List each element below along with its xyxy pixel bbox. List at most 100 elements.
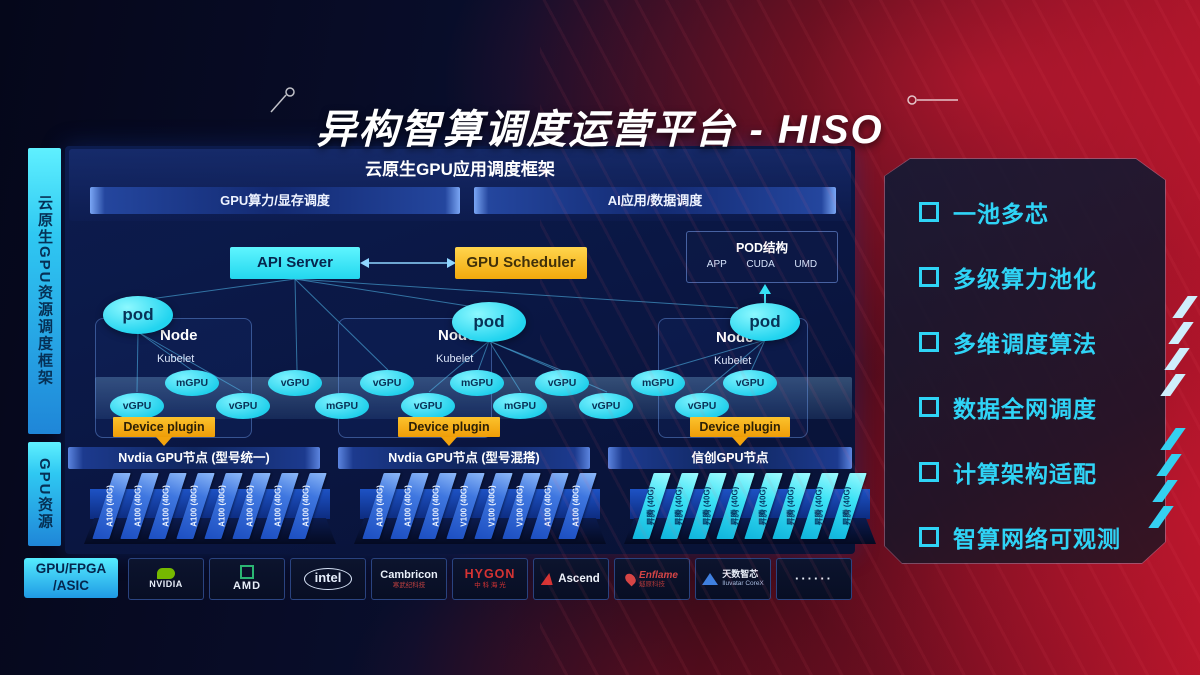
square-bullet-icon: [919, 202, 939, 222]
gpu-card-label: V100 (40G): [515, 485, 525, 527]
ascend-triangle-icon: [541, 573, 556, 585]
features-list: 一池多芯多级算力池化 多维调度算法 数据全网调度 计算架构适配 智算网络可观测: [885, 159, 1165, 563]
vendor-more: ······: [776, 558, 852, 600]
features-panel: 一池多芯多级算力池化 多维调度算法 数据全网调度 计算架构适配 智算网络可观测: [884, 158, 1166, 564]
vendor-nvidia: NVIDIA: [128, 558, 204, 600]
page-title: 异构智算调度运营平台 - HISO: [316, 107, 884, 152]
mgpu-ellipse: mGPU: [165, 370, 219, 396]
vendor-enflame-row: Enflame 燧原科技: [623, 570, 678, 589]
gpu-card-label: A100 (40G): [301, 485, 311, 527]
feature-item: 数据全网调度: [919, 390, 1097, 424]
gpu-node-header-xinchuang: 信创GPU节点: [608, 447, 852, 469]
gpu-card-label: A100 (40G): [543, 485, 553, 527]
vendor-ascend-name: Ascend: [558, 572, 600, 585]
gpu-card-label: 昇腾 (40G): [702, 486, 712, 526]
feature-label: 一池多芯: [953, 201, 1049, 227]
gpu-stack-band-2: [360, 489, 600, 519]
gpu-card-label: V100 (40G): [487, 485, 497, 527]
gpu-card-label: 昇腾 (40G): [730, 486, 740, 526]
feature-item: 多级算力池化: [919, 260, 1097, 294]
gpu-card-label: 昇腾 (40G): [786, 486, 796, 526]
gpu-card-label: 昇腾 (40G): [674, 486, 684, 526]
feature-item: 计算架构适配: [919, 455, 1097, 489]
pod-struct-item: UMD: [794, 259, 818, 270]
vgpu-ellipse: vGPU: [268, 370, 322, 396]
gpu-stack-band-3: [630, 489, 870, 519]
feature-label: 多级算力池化: [953, 266, 1097, 292]
gpu-card-label: V100 (40G): [459, 485, 469, 527]
vendor-nvidia-name: NVIDIA: [149, 579, 183, 590]
pod-ellipse-2: pod: [452, 302, 526, 342]
hardware-types-label: GPU/FPGA /ASIC: [24, 558, 118, 598]
ai-app-data-scheduling-bar: AI应用/数据调度: [474, 187, 836, 214]
feature-label: 计算架构适配: [953, 461, 1097, 487]
kubelet-label-3: Kubelet: [714, 355, 752, 367]
pod-struct-item: APP: [706, 259, 727, 270]
gpu-card-label: A100 (40G): [375, 485, 385, 527]
mgpu-ellipse: mGPU: [631, 370, 685, 396]
feature-item: 多维调度算法: [919, 325, 1097, 359]
gpu-scheduler-box: GPU Scheduler: [455, 247, 587, 279]
vgpu-ellipse: vGPU: [579, 393, 633, 419]
enflame-flame-icon: [623, 571, 638, 587]
feature-label: 多维调度算法: [953, 331, 1097, 357]
square-bullet-icon: [919, 462, 939, 482]
vgpu-ellipse: vGPU: [216, 393, 270, 419]
feature-label: 数据全网调度: [953, 396, 1097, 422]
pod-struct-item: CUDA: [746, 259, 775, 270]
vendor-enflame-text: Enflame 燧原科技: [639, 570, 678, 589]
gpu-card-label: A100 (40G): [403, 485, 413, 527]
vendor-ascend: Ascend: [533, 558, 609, 600]
vendor-cambricon: Cambricon 寒武纪科技: [371, 558, 447, 600]
square-bullet-icon: [919, 527, 939, 547]
square-bullet-icon: [919, 267, 939, 287]
gpu-card-label: 昇腾 (40G): [842, 486, 852, 526]
vendor-iluvatar-subname: Iluvatar CoreX: [722, 580, 764, 588]
gpu-card-label: A100 (40G): [105, 485, 115, 527]
device-plugin-box-3: Device plugin: [690, 417, 790, 446]
vendor-enflame-name: Enflame: [639, 569, 678, 581]
vendor-iluvatar: 天数智芯 Iluvatar CoreX: [695, 558, 771, 600]
vendor-ascend-row: Ascend: [542, 573, 600, 586]
pod-ellipse-1: pod: [103, 296, 173, 334]
mgpu-ellipse: mGPU: [493, 393, 547, 419]
gpu-node-header-uniform: Nvdia GPU节点 (型号统一): [68, 447, 320, 469]
vendor-iluvatar-name: 天数智芯: [722, 569, 759, 580]
vendor-enflame-subname: 燧原科技: [639, 580, 666, 588]
gpu-card-label: 昇腾 (40G): [646, 486, 656, 526]
mgpu-ellipse: mGPU: [315, 393, 369, 419]
app-scheduling-framework-section: 云原生GPU应用调度框架 GPU算力/显存调度 AI应用/数据调度: [69, 149, 851, 221]
square-bullet-icon: [919, 397, 939, 417]
vendor-hygon: HYGON 中 科 海 光: [452, 558, 528, 600]
device-plugin-box-2: Device plugin: [398, 417, 500, 446]
api-server-box: API Server: [230, 247, 360, 279]
vgpu-ellipse: vGPU: [401, 393, 455, 419]
feature-label: 智算网络可观测: [953, 526, 1121, 552]
gpu-card-label: A100 (40G): [189, 485, 199, 527]
gpu-card-label: A100 (40G): [133, 485, 143, 527]
vendor-amd-name: AMD: [232, 580, 262, 593]
kubelet-label-1: Kubelet: [157, 353, 195, 365]
gpu-card-label: A100 (40G): [161, 485, 171, 527]
kubelet-label-2: Kubelet: [436, 353, 474, 365]
mgpu-ellipse: mGPU: [450, 370, 504, 396]
gpu-card-label: A100 (40G): [431, 485, 441, 527]
vendor-intel-name: intel: [303, 567, 353, 591]
vgpu-ellipse: vGPU: [723, 370, 777, 396]
pod-structure-box: POD结构 APP CUDA UMD: [686, 231, 838, 283]
hardware-types-line1: GPU/FPGA: [35, 561, 107, 577]
vendor-cambricon-name: Cambricon: [380, 568, 438, 581]
sidebar-label-scheduling-framework: 云原生GPU资源调度框架: [28, 148, 61, 434]
gpu-stack-band-1: [90, 489, 330, 519]
device-plugin-box-1: Device plugin: [113, 417, 215, 446]
node-label-1: Node: [160, 327, 198, 344]
vendor-hygon-name: HYGON: [464, 566, 516, 581]
vendor-cambricon-subname: 寒武纪科技: [392, 581, 426, 589]
gpu-compute-memory-scheduling-bar: GPU算力/显存调度: [90, 187, 460, 214]
amd-square-icon: [240, 565, 254, 580]
vendor-enflame: Enflame 燧原科技: [614, 558, 690, 600]
vendor-amd: AMD: [209, 558, 285, 600]
gpu-card-label: A100 (40G): [571, 485, 581, 527]
framework-title: 云原生GPU应用调度框架: [365, 160, 555, 179]
vendor-iluvatar-text: 天数智芯 Iluvatar CoreX: [722, 569, 764, 588]
